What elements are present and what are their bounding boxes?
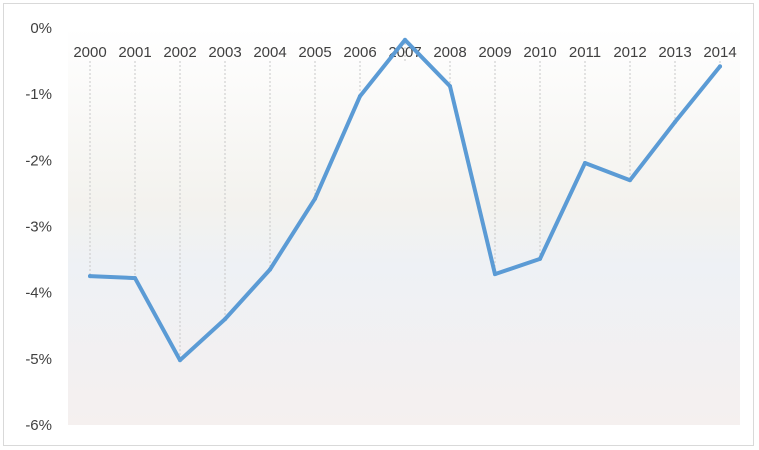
x-tick-label: 2009: [478, 44, 511, 61]
y-tick-label: -2%: [25, 152, 52, 169]
data-point: [718, 64, 722, 69]
y-tick-label: -5%: [25, 351, 52, 368]
x-tick-label: 2014: [703, 44, 736, 61]
data-point: [628, 178, 632, 183]
y-tick-label: 0%: [30, 20, 52, 37]
data-point: [223, 317, 227, 322]
x-tick-label: 2005: [298, 44, 331, 61]
x-tick-label: 2003: [208, 44, 241, 61]
data-point: [673, 119, 677, 124]
x-tick-label: 2000: [73, 44, 106, 61]
x-tick-label: 2012: [613, 44, 646, 61]
data-point: [538, 256, 542, 261]
data-point: [88, 274, 92, 279]
y-tick-label: -4%: [25, 285, 52, 302]
x-tick-label: 2006: [343, 44, 376, 61]
data-point: [313, 196, 317, 201]
plot-area: [68, 28, 740, 425]
drop-lines: [89, 39, 721, 361]
y-tick-label: -1%: [25, 86, 52, 103]
data-point: [133, 276, 137, 281]
series-group: [88, 37, 722, 363]
data-point: [178, 358, 182, 363]
data-point: [358, 94, 362, 99]
y-tick-label: -3%: [25, 219, 52, 236]
x-tick-label: 2013: [658, 44, 691, 61]
x-tick-label: 2002: [163, 44, 196, 61]
x-tick-label: 2004: [253, 44, 286, 61]
data-point: [268, 267, 272, 272]
data-point: [493, 272, 497, 277]
data-point: [448, 84, 452, 89]
data-point: [583, 160, 587, 165]
x-tick-label: 2001: [118, 44, 151, 61]
y-tick-label: -6%: [25, 417, 52, 434]
data-point: [403, 37, 407, 42]
x-tick-label: 2011: [569, 44, 601, 61]
y-axis-labels: 0% -1% -2% -3% -4% -5% -6%: [25, 20, 52, 434]
x-tick-label: 2008: [433, 44, 466, 61]
x-axis-labels: 2000 2001 2002 2003 2004 2005 2006 2007 2008 2009…: [73, 44, 736, 61]
x-tick-label: 2010: [523, 44, 556, 61]
